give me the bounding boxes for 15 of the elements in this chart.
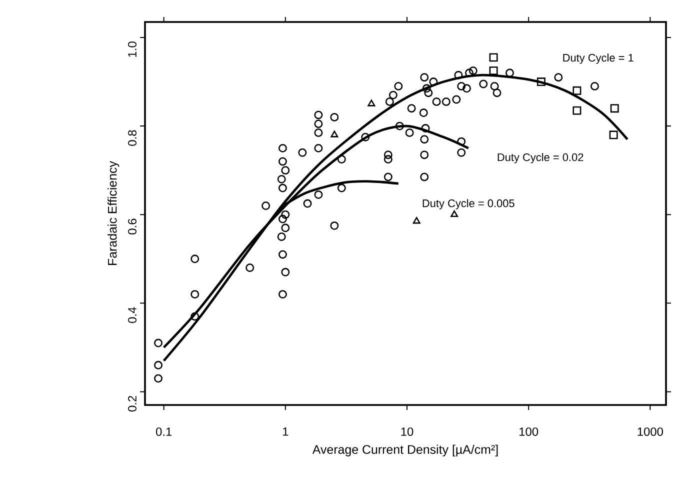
y-tick-label: 0.4: [128, 307, 136, 323]
x-tick-label: 0.1: [156, 427, 172, 436]
y-tick-label: 1.0: [128, 42, 136, 57]
text: Duty Cycle = 1: [563, 54, 634, 64]
x-tick-label: 1: [283, 427, 288, 436]
x-axis-title: Average Current Density [µA/cm²]: [312, 444, 498, 456]
x-tick-label: 1000: [638, 427, 663, 436]
x-tick-label: 10: [401, 427, 414, 436]
y-tick-label: 0.6: [128, 218, 136, 234]
x-tick-label: 100: [520, 427, 538, 436]
text: Duty Cycle = 0.005: [422, 199, 514, 210]
y-tick-label: 0.2: [128, 396, 136, 412]
y-tick-label: 0.8: [128, 130, 136, 146]
y-axis-title: Faradaic Efficiency: [108, 161, 120, 265]
text: Duty Cycle = 0.02: [498, 153, 584, 164]
